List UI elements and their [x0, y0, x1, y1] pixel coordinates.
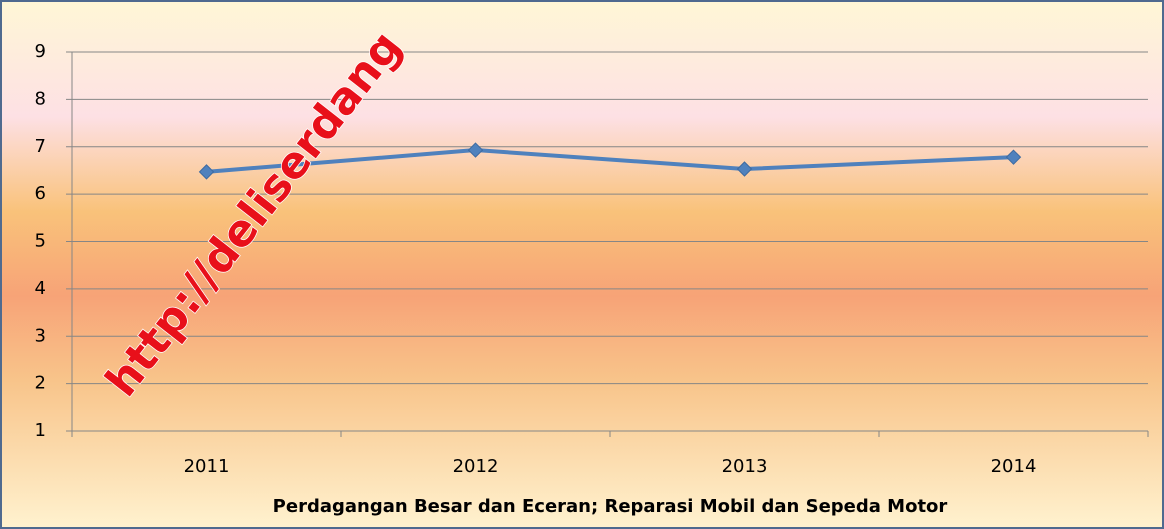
y-tick-label: 5 — [35, 231, 46, 252]
plot-area: 1 2 3 4 5 6 7 8 9 2011 2012 2013 2014 — [35, 41, 1149, 477]
x-axis-label: Perdagangan Besar dan Eceran; Reparasi M… — [273, 496, 948, 517]
y-tick-label: 4 — [35, 278, 46, 299]
y-tick-label: 7 — [35, 136, 46, 157]
y-tick-label: 8 — [35, 88, 46, 109]
data-point — [736, 161, 753, 177]
data-point — [467, 142, 484, 158]
y-tick-label: 6 — [35, 183, 46, 204]
x-tick-label: 2014 — [991, 456, 1037, 477]
x-tick-label: 2012 — [453, 456, 499, 477]
data-point — [198, 164, 215, 180]
x-tick-label: 2011 — [184, 456, 230, 477]
data-point — [1005, 149, 1022, 165]
y-tick-label: 9 — [35, 41, 46, 62]
y-tick-label: 2 — [35, 373, 46, 394]
series-line — [206, 148, 1014, 174]
x-tick-label: 2013 — [722, 456, 768, 477]
y-tick-label: 3 — [35, 325, 46, 346]
y-tick-label: 1 — [35, 420, 46, 441]
